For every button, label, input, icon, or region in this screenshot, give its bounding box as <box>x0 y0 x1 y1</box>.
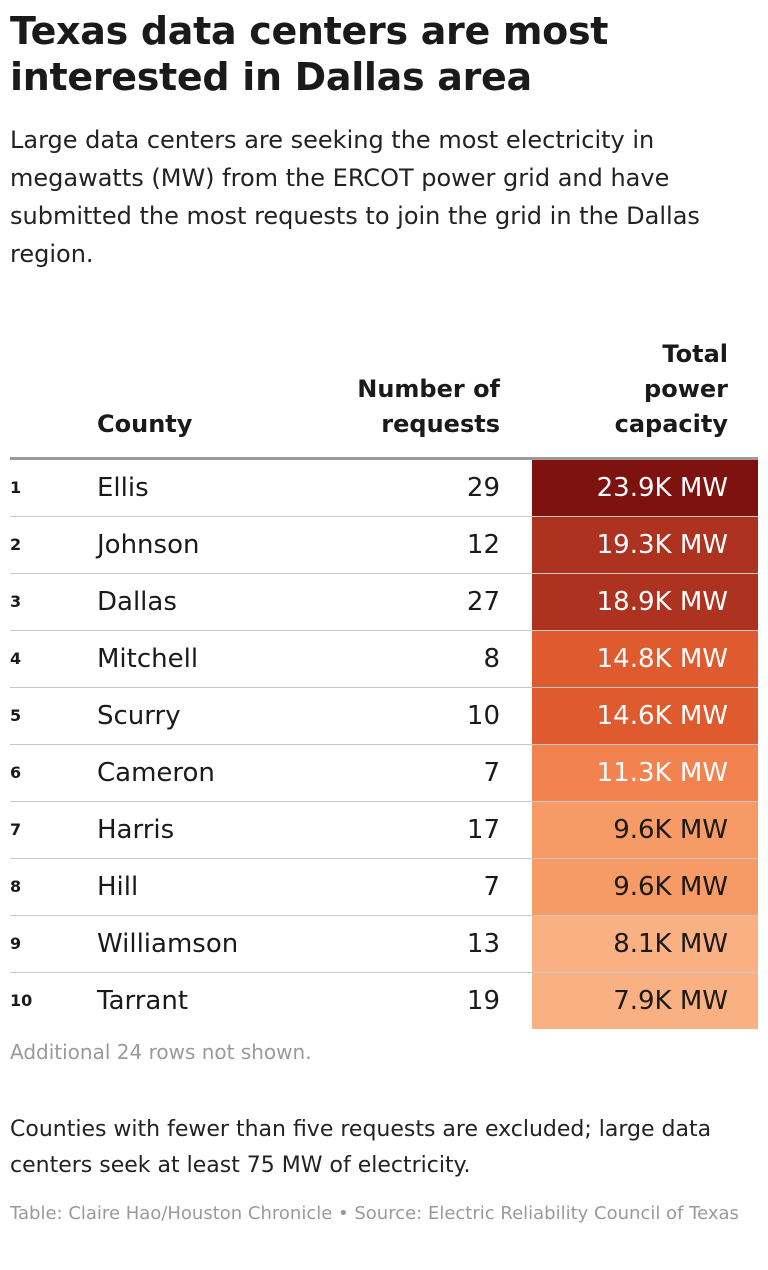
footnote: Counties with fewer than five requests a… <box>10 1117 712 1178</box>
table-row: 9 Williamson 13 8.1K MW <box>10 916 758 973</box>
row-county: Ellis <box>97 473 149 503</box>
row-capacity-cell: 19.3K MW <box>532 517 758 573</box>
row-requests: 13 <box>466 929 500 959</box>
row-county: Hill <box>97 872 139 902</box>
row-capacity-cell: 14.6K MW <box>532 688 758 744</box>
table-row: 5 Scurry 10 14.6K MW <box>10 688 758 745</box>
row-county: Mitchell <box>97 644 199 674</box>
row-rank: 6 <box>10 763 22 782</box>
row-rank: 3 <box>10 592 22 611</box>
row-county: Harris <box>97 815 175 845</box>
row-requests: 17 <box>466 815 500 845</box>
table-row: 10 Tarrant 19 7.9K MW <box>10 973 758 1029</box>
row-county: Tarrant <box>97 986 189 1016</box>
table-row: 8 Hill 7 9.6K MW <box>10 859 758 916</box>
row-requests: 8 <box>483 644 500 674</box>
row-capacity-cell: 23.9K MW <box>532 460 758 516</box>
table-row: 2 Johnson 12 19.3K MW <box>10 517 758 574</box>
row-capacity-cell: 9.6K MW <box>532 802 758 858</box>
column-header-requests: Number of requests <box>357 375 500 438</box>
table-row: 1 Ellis 29 23.9K MW <box>10 460 758 517</box>
row-rank: 10 <box>10 991 33 1010</box>
row-rank: 8 <box>10 877 22 896</box>
row-requests: 7 <box>483 872 500 902</box>
table-row: 4 Mitchell 8 14.8K MW <box>10 631 758 688</box>
row-capacity-cell: 7.9K MW <box>532 973 758 1029</box>
row-county: Williamson <box>97 929 239 959</box>
table-row: 3 Dallas 27 18.9K MW <box>10 574 758 631</box>
row-requests: 19 <box>466 986 500 1016</box>
column-header-capacity: Total power capacity <box>614 340 728 438</box>
row-county: Scurry <box>97 701 181 731</box>
row-rank: 1 <box>10 478 22 497</box>
row-rank: 9 <box>10 934 22 953</box>
header-divider <box>10 457 758 460</box>
source-credit: Table: Claire Hao/Houston Chronicle • So… <box>10 1203 739 1224</box>
more-rows-note: Additional 24 rows not shown. <box>10 1040 312 1064</box>
table-row: 7 Harris 17 9.6K MW <box>10 802 758 859</box>
table-row: 6 Cameron 7 11.3K MW <box>10 745 758 802</box>
row-rank: 5 <box>10 706 22 725</box>
row-requests: 7 <box>483 758 500 788</box>
row-requests: 12 <box>466 530 500 560</box>
row-rank: 7 <box>10 820 22 839</box>
row-requests: 29 <box>466 473 500 503</box>
row-capacity-cell: 14.8K MW <box>532 631 758 687</box>
row-county: Johnson <box>97 530 200 560</box>
row-rank: 4 <box>10 649 22 668</box>
row-requests: 27 <box>466 587 500 617</box>
row-county: Cameron <box>97 758 215 788</box>
row-capacity-cell: 9.6K MW <box>532 859 758 915</box>
row-capacity-cell: 18.9K MW <box>532 574 758 630</box>
row-county: Dallas <box>97 587 177 617</box>
data-table: 1 Ellis 29 23.9K MW 2 Johnson 12 19.3K MW 3 Dalla… <box>10 460 758 1029</box>
column-header-county: County <box>97 410 193 438</box>
chart-title: Texas data centers are most interested i… <box>10 9 609 99</box>
row-requests: 10 <box>466 701 500 731</box>
chart-subtitle: Large data centers are seeking the most … <box>10 126 700 268</box>
row-capacity-cell: 11.3K MW <box>532 745 758 801</box>
row-capacity-cell: 8.1K MW <box>532 916 758 972</box>
row-rank: 2 <box>10 535 22 554</box>
